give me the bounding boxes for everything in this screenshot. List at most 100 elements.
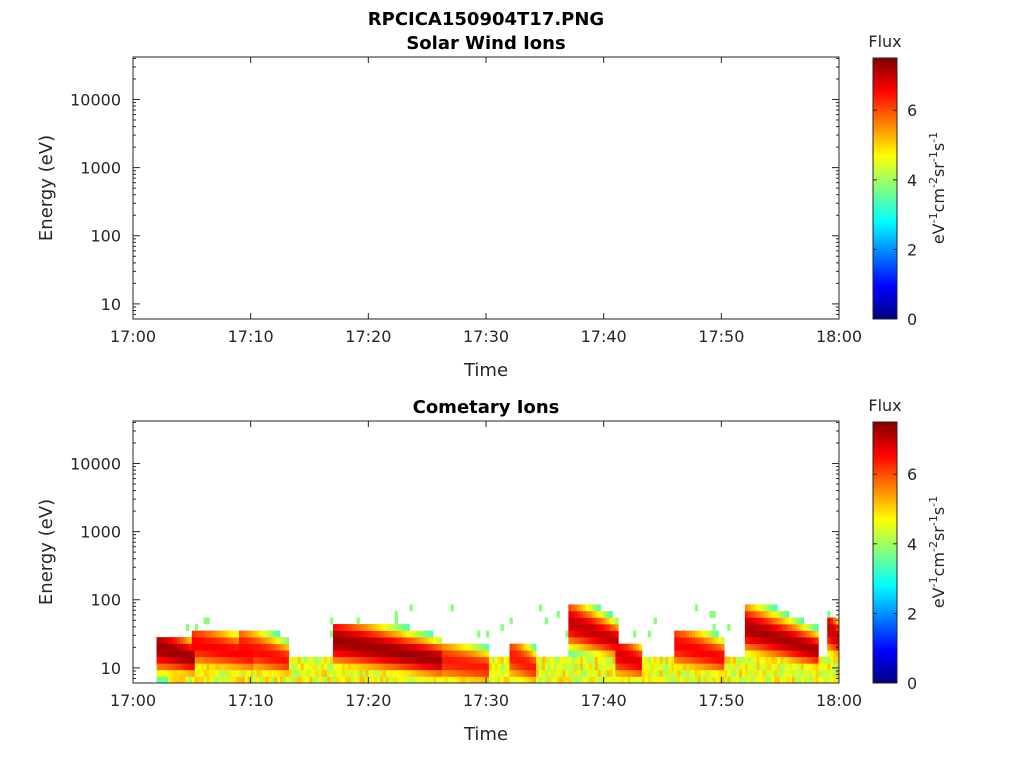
heatmap-cell — [259, 663, 263, 671]
heatmap-cell — [765, 650, 769, 658]
heatmap-cell — [624, 676, 628, 683]
heatmap-cell — [647, 630, 652, 638]
heatmap-cell — [612, 624, 616, 631]
heatmap-cell — [568, 604, 572, 612]
heatmap-cell — [430, 637, 434, 644]
heatmap-cell — [447, 663, 451, 671]
heatmap-cell — [553, 669, 557, 677]
heatmap-cell — [391, 676, 396, 683]
heatmap-cell — [568, 650, 572, 658]
heatmap-cell — [397, 624, 401, 631]
heatmap-cell — [765, 630, 769, 638]
heatmap-cell — [256, 643, 260, 651]
heatmap-cell — [612, 630, 616, 638]
heatmap-cell — [803, 630, 807, 638]
heatmap-cell — [191, 676, 196, 683]
heatmap-cell — [441, 650, 446, 658]
heatmap-cell — [815, 676, 819, 683]
heatmap-cell — [712, 630, 716, 638]
heatmap-cell — [333, 643, 337, 651]
heatmap-cell — [597, 617, 602, 625]
heatmap-cell — [750, 617, 754, 625]
heatmap-cell — [318, 656, 322, 664]
heatmap-cell — [209, 650, 213, 658]
heatmap-cell — [612, 643, 616, 651]
heatmap-cell — [753, 617, 757, 625]
heatmap-cell — [383, 650, 387, 658]
heatmap-cell — [483, 650, 487, 658]
heatmap-cell — [159, 643, 163, 651]
heatmap-cell — [412, 643, 416, 651]
heatmap-cell — [624, 663, 628, 671]
plot-frame — [132, 56, 840, 320]
heatmap-cell — [794, 676, 799, 683]
heatmap-cell — [680, 663, 684, 671]
heatmap-cell — [183, 663, 187, 671]
heatmap-cell — [700, 669, 704, 677]
heatmap-cell — [209, 663, 213, 671]
heatmap-cell — [280, 656, 284, 664]
heatmap-cell — [594, 630, 599, 638]
heatmap-cell — [568, 676, 572, 683]
heatmap-cell — [365, 650, 369, 658]
heatmap-cell — [712, 643, 716, 651]
heatmap-cell — [571, 630, 575, 638]
heatmap-cell — [330, 656, 334, 664]
heatmap-cell — [309, 663, 313, 671]
heatmap-cell — [656, 663, 660, 671]
heatmap-cell — [180, 656, 184, 664]
heatmap-cell — [397, 637, 401, 644]
units-ev: eV — [929, 223, 948, 244]
heatmap-cell — [524, 650, 528, 658]
heatmap-cell — [691, 676, 696, 683]
heatmap-cell — [174, 656, 178, 664]
heatmap-cell — [577, 663, 581, 671]
heatmap-cell — [171, 676, 175, 683]
heatmap-cell — [380, 643, 384, 651]
heatmap-cell — [538, 676, 543, 683]
heatmap-cell — [156, 669, 160, 677]
heatmap-cell — [235, 656, 240, 664]
heatmap-cell — [615, 650, 619, 658]
heatmap-cell — [797, 617, 802, 625]
heatmap-cell — [703, 669, 707, 677]
heatmap-cell — [727, 656, 731, 664]
heatmap-cell — [506, 656, 510, 664]
heatmap-cell — [424, 676, 428, 683]
heatmap-cell — [671, 656, 675, 664]
heatmap-cell — [365, 643, 369, 651]
heatmap-cell — [677, 630, 681, 638]
heatmap-cell — [741, 656, 746, 664]
heatmap-cell — [212, 656, 216, 664]
heatmap-cell — [677, 643, 681, 651]
heatmap-cell — [718, 650, 722, 658]
heatmap-cell — [806, 630, 810, 638]
heatmap-cell — [636, 650, 640, 658]
heatmap-cell — [830, 663, 834, 671]
heatmap-cell — [718, 643, 722, 651]
heatmap-cell — [486, 663, 490, 671]
heatmap-cell — [488, 669, 493, 677]
heatmap-cell — [609, 676, 613, 683]
heatmap-cell — [444, 656, 449, 664]
heatmap-cell — [812, 663, 816, 671]
heatmap-cell — [753, 630, 757, 638]
heatmap-cell — [453, 656, 457, 664]
heatmap-cell — [377, 669, 381, 677]
heatmap-cell — [368, 624, 372, 631]
heatmap-cell — [280, 676, 284, 683]
heatmap-cell — [794, 624, 799, 631]
heatmap-cell — [486, 643, 490, 651]
heatmap-cell — [244, 637, 249, 644]
heatmap-cell — [606, 676, 610, 683]
heatmap-cell — [762, 630, 766, 638]
heatmap-cell — [588, 624, 593, 631]
heatmap-cell — [524, 643, 528, 651]
heatmap-cell — [159, 676, 163, 683]
heatmap-cell — [630, 650, 634, 658]
heatmap-cell — [212, 650, 216, 658]
heatmap-cell — [753, 643, 757, 651]
heatmap-cell — [803, 650, 807, 658]
heatmap-cell — [794, 663, 799, 671]
heatmap-cell — [633, 669, 637, 677]
